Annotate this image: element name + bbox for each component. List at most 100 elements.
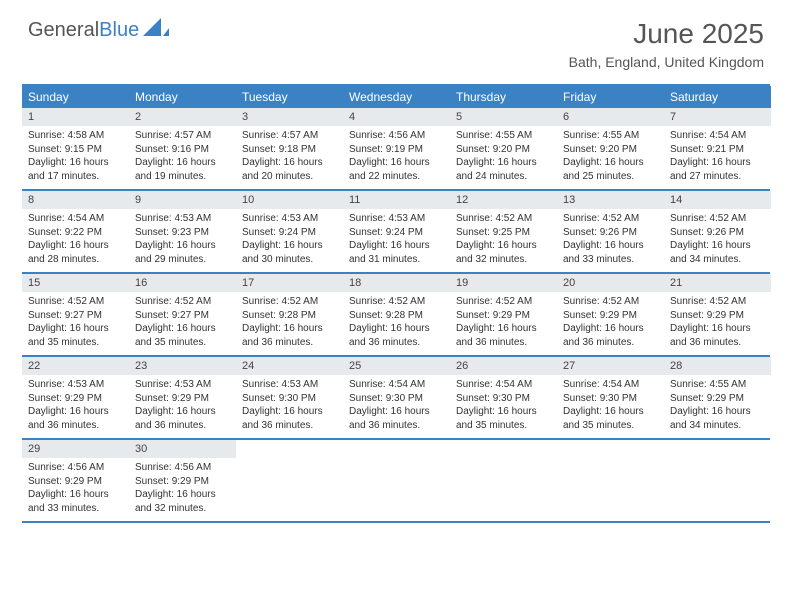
sunrise-line: Sunrise: 4:54 AM [563,378,658,392]
page-title: June 2025 [569,18,764,50]
day-number: 24 [236,357,343,375]
daylight-line: Daylight: 16 hours and 36 minutes. [28,405,123,432]
daylight-line: Daylight: 16 hours and 33 minutes. [563,239,658,266]
day-details: Sunrise: 4:52 AMSunset: 9:25 PMDaylight:… [450,209,557,272]
calendar-day: 21Sunrise: 4:52 AMSunset: 9:29 PMDayligh… [664,274,771,355]
day-number: 23 [129,357,236,375]
daylight-line: Daylight: 16 hours and 32 minutes. [135,488,230,515]
sunset-line: Sunset: 9:26 PM [563,226,658,240]
calendar-week: 29Sunrise: 4:56 AMSunset: 9:29 PMDayligh… [22,440,770,523]
sunset-line: Sunset: 9:29 PM [456,309,551,323]
day-details: Sunrise: 4:56 AMSunset: 9:29 PMDaylight:… [22,458,129,521]
sunset-line: Sunset: 9:15 PM [28,143,123,157]
day-number: 26 [450,357,557,375]
calendar-day [236,440,343,521]
weekday-header: Tuesday [236,86,343,108]
day-number: 30 [129,440,236,458]
sunset-line: Sunset: 9:28 PM [349,309,444,323]
daylight-line: Daylight: 16 hours and 32 minutes. [456,239,551,266]
sunrise-line: Sunrise: 4:53 AM [349,212,444,226]
day-number: 5 [450,108,557,126]
day-details: Sunrise: 4:53 AMSunset: 9:23 PMDaylight:… [129,209,236,272]
sunrise-line: Sunrise: 4:52 AM [456,295,551,309]
daylight-line: Daylight: 16 hours and 29 minutes. [135,239,230,266]
sunset-line: Sunset: 9:30 PM [349,392,444,406]
daylight-line: Daylight: 16 hours and 36 minutes. [242,322,337,349]
day-number: 29 [22,440,129,458]
day-number: 2 [129,108,236,126]
day-number: 9 [129,191,236,209]
sunset-line: Sunset: 9:23 PM [135,226,230,240]
calendar-day: 11Sunrise: 4:53 AMSunset: 9:24 PMDayligh… [343,191,450,272]
day-number: 27 [557,357,664,375]
sunset-line: Sunset: 9:20 PM [456,143,551,157]
calendar-day: 20Sunrise: 4:52 AMSunset: 9:29 PMDayligh… [557,274,664,355]
sunset-line: Sunset: 9:25 PM [456,226,551,240]
day-details: Sunrise: 4:52 AMSunset: 9:29 PMDaylight:… [450,292,557,355]
sunrise-line: Sunrise: 4:52 AM [349,295,444,309]
daylight-line: Daylight: 16 hours and 36 minutes. [563,322,658,349]
day-details: Sunrise: 4:54 AMSunset: 9:22 PMDaylight:… [22,209,129,272]
sunset-line: Sunset: 9:21 PM [670,143,765,157]
daylight-line: Daylight: 16 hours and 22 minutes. [349,156,444,183]
day-number: 18 [343,274,450,292]
day-details: Sunrise: 4:52 AMSunset: 9:29 PMDaylight:… [557,292,664,355]
day-details: Sunrise: 4:57 AMSunset: 9:18 PMDaylight:… [236,126,343,189]
calendar-week: 8Sunrise: 4:54 AMSunset: 9:22 PMDaylight… [22,191,770,274]
sunset-line: Sunset: 9:29 PM [28,475,123,489]
sunrise-line: Sunrise: 4:52 AM [28,295,123,309]
day-number: 15 [22,274,129,292]
calendar-day: 10Sunrise: 4:53 AMSunset: 9:24 PMDayligh… [236,191,343,272]
daylight-line: Daylight: 16 hours and 19 minutes. [135,156,230,183]
calendar-day: 8Sunrise: 4:54 AMSunset: 9:22 PMDaylight… [22,191,129,272]
day-number: 25 [343,357,450,375]
sunset-line: Sunset: 9:19 PM [349,143,444,157]
daylight-line: Daylight: 16 hours and 27 minutes. [670,156,765,183]
sunrise-line: Sunrise: 4:52 AM [563,295,658,309]
day-number: 12 [450,191,557,209]
day-number: 20 [557,274,664,292]
sunset-line: Sunset: 9:29 PM [670,392,765,406]
sunrise-line: Sunrise: 4:56 AM [349,129,444,143]
calendar-day: 3Sunrise: 4:57 AMSunset: 9:18 PMDaylight… [236,108,343,189]
calendar-day: 23Sunrise: 4:53 AMSunset: 9:29 PMDayligh… [129,357,236,438]
sunrise-line: Sunrise: 4:52 AM [670,212,765,226]
daylight-line: Daylight: 16 hours and 34 minutes. [670,239,765,266]
logo-text-blue: Blue [99,19,139,42]
sunrise-line: Sunrise: 4:56 AM [28,461,123,475]
weekday-header: Monday [129,86,236,108]
calendar-day: 22Sunrise: 4:53 AMSunset: 9:29 PMDayligh… [22,357,129,438]
calendar-day [664,440,771,521]
calendar-week: 15Sunrise: 4:52 AMSunset: 9:27 PMDayligh… [22,274,770,357]
daylight-line: Daylight: 16 hours and 35 minutes. [563,405,658,432]
calendar-week: 22Sunrise: 4:53 AMSunset: 9:29 PMDayligh… [22,357,770,440]
calendar-day: 15Sunrise: 4:52 AMSunset: 9:27 PMDayligh… [22,274,129,355]
day-details: Sunrise: 4:52 AMSunset: 9:27 PMDaylight:… [22,292,129,355]
calendar-day: 25Sunrise: 4:54 AMSunset: 9:30 PMDayligh… [343,357,450,438]
sunrise-line: Sunrise: 4:52 AM [456,212,551,226]
day-details: Sunrise: 4:55 AMSunset: 9:29 PMDaylight:… [664,375,771,438]
logo-text-general: General [28,19,99,42]
day-number: 4 [343,108,450,126]
day-details: Sunrise: 4:52 AMSunset: 9:29 PMDaylight:… [664,292,771,355]
sunset-line: Sunset: 9:29 PM [28,392,123,406]
calendar-body: 1Sunrise: 4:58 AMSunset: 9:15 PMDaylight… [22,108,770,523]
daylight-line: Daylight: 16 hours and 36 minutes. [349,322,444,349]
sunrise-line: Sunrise: 4:52 AM [135,295,230,309]
sunset-line: Sunset: 9:24 PM [349,226,444,240]
sunrise-line: Sunrise: 4:55 AM [670,378,765,392]
calendar-day: 19Sunrise: 4:52 AMSunset: 9:29 PMDayligh… [450,274,557,355]
calendar-day: 1Sunrise: 4:58 AMSunset: 9:15 PMDaylight… [22,108,129,189]
daylight-line: Daylight: 16 hours and 36 minutes. [456,322,551,349]
day-details: Sunrise: 4:54 AMSunset: 9:30 PMDaylight:… [557,375,664,438]
daylight-line: Daylight: 16 hours and 25 minutes. [563,156,658,183]
day-number: 19 [450,274,557,292]
sunrise-line: Sunrise: 4:53 AM [242,378,337,392]
calendar-day: 7Sunrise: 4:54 AMSunset: 9:21 PMDaylight… [664,108,771,189]
sunrise-line: Sunrise: 4:54 AM [349,378,444,392]
calendar-day: 16Sunrise: 4:52 AMSunset: 9:27 PMDayligh… [129,274,236,355]
day-number: 7 [664,108,771,126]
day-number: 11 [343,191,450,209]
day-number: 6 [557,108,664,126]
sunrise-line: Sunrise: 4:52 AM [670,295,765,309]
